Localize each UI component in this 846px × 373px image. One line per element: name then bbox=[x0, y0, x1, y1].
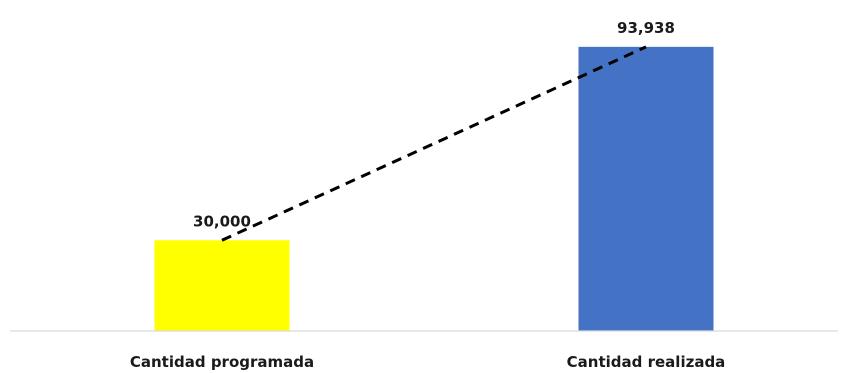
bars-group bbox=[154, 46, 714, 331]
bar-2 bbox=[578, 46, 714, 331]
category-label-1: Cantidad programada bbox=[130, 353, 314, 371]
dashed-trend-line bbox=[221, 45, 647, 242]
data-label-1: 30,000 bbox=[193, 212, 251, 230]
category-label-2: Cantidad realizada bbox=[567, 353, 726, 371]
bar-1 bbox=[154, 240, 290, 331]
data-label-2: 93,938 bbox=[617, 19, 675, 37]
labels-group: 30,000 Cantidad programada 93,938 Cantidad … bbox=[130, 19, 725, 371]
